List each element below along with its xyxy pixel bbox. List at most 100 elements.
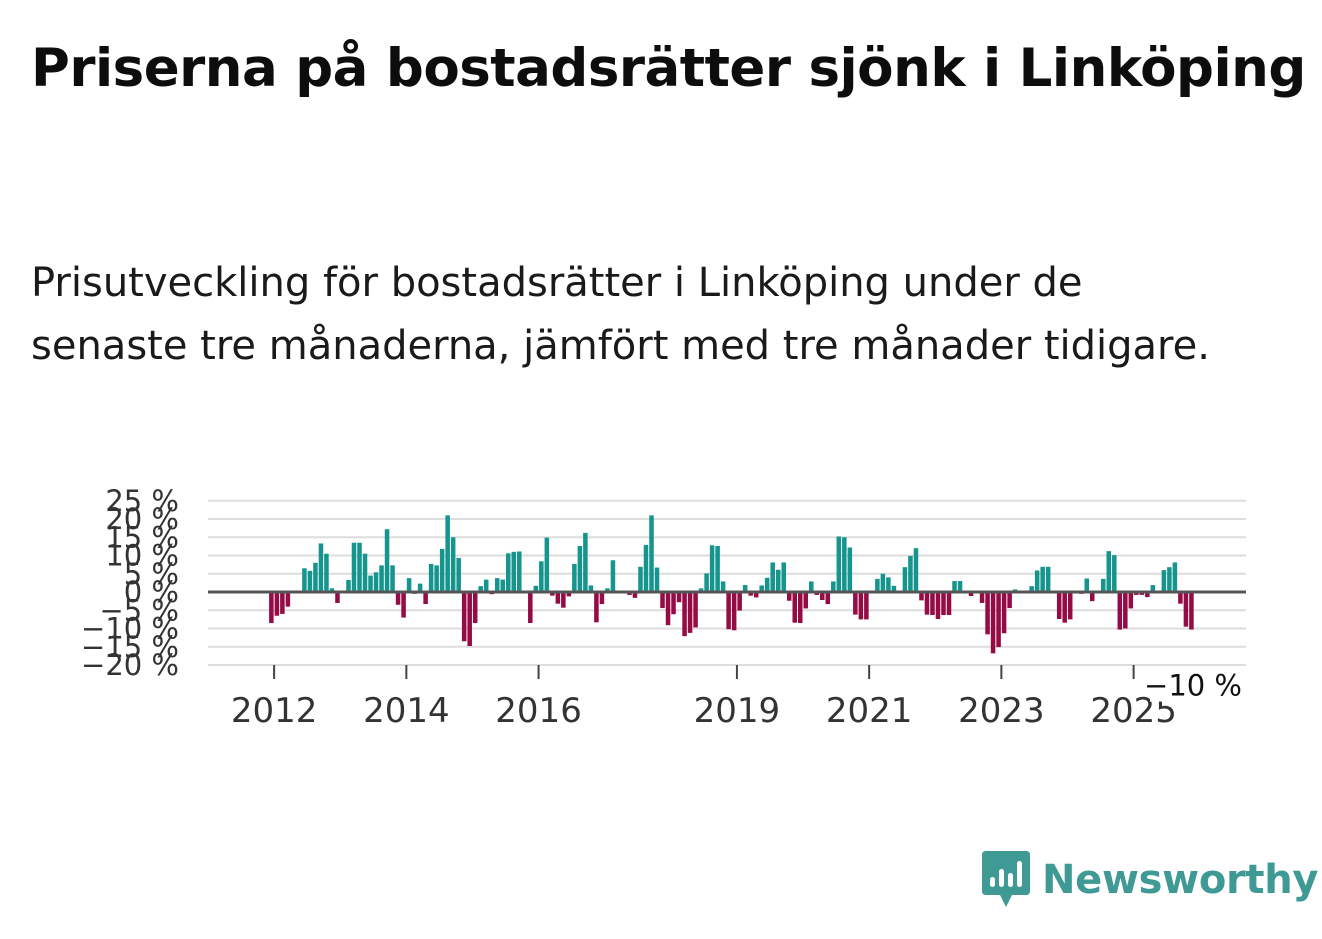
bar <box>935 592 941 620</box>
bar <box>577 546 583 592</box>
y-tick-label: 20 % <box>105 502 179 536</box>
y-tick-label: 10 % <box>105 539 179 573</box>
bar <box>539 561 544 592</box>
bar <box>770 562 775 592</box>
bar <box>1001 592 1007 634</box>
last-value-label-bg <box>1150 667 1244 702</box>
bar <box>687 592 693 633</box>
bar <box>1178 592 1183 604</box>
bar <box>919 592 924 601</box>
y-tick-label: −5 % <box>99 593 179 627</box>
y-tick-label: −10 % <box>81 612 179 646</box>
bar <box>825 592 831 605</box>
bar <box>1161 570 1167 592</box>
bar <box>450 537 456 592</box>
bar <box>406 578 412 592</box>
x-tick-label: 2012 <box>231 691 318 731</box>
bar <box>665 592 671 626</box>
bar <box>528 592 533 624</box>
bar <box>654 567 660 592</box>
bar <box>726 592 731 630</box>
bar <box>313 562 318 592</box>
bar <box>775 569 781 592</box>
y-tick-label: −20 % <box>81 648 179 682</box>
bar <box>742 585 748 592</box>
bar <box>831 581 836 592</box>
bar <box>588 585 594 592</box>
last-value-label-text: −10 % <box>1144 669 1242 703</box>
bar <box>561 592 566 608</box>
bar <box>753 592 759 598</box>
bar <box>379 565 384 592</box>
x-tick-label: 2016 <box>495 691 582 731</box>
bar <box>318 543 324 592</box>
bar <box>786 592 792 601</box>
bar <box>1062 592 1067 623</box>
bar-chart: 25 %20 %15 %10 %5 %0 %−5 %−10 %−15 %−20 … <box>81 484 1246 731</box>
bar <box>395 592 401 605</box>
bar <box>1189 592 1194 630</box>
bar <box>676 592 682 603</box>
bar <box>285 592 291 607</box>
bar <box>1089 592 1095 602</box>
bar <box>638 566 643 592</box>
bar <box>1029 586 1034 592</box>
bar <box>1123 592 1128 629</box>
bar <box>1067 592 1073 620</box>
bar <box>853 592 858 615</box>
bar <box>423 592 428 605</box>
bars <box>269 515 1194 654</box>
bar <box>483 579 489 592</box>
bar <box>759 585 764 592</box>
y-tick-label: 15 % <box>105 520 179 554</box>
bar <box>544 537 550 592</box>
brand-name: Newsworthy <box>1042 857 1319 903</box>
bar <box>643 544 649 592</box>
bar <box>599 592 605 605</box>
bar <box>908 555 913 592</box>
bar <box>1101 578 1106 592</box>
bar <box>384 529 390 592</box>
x-tick-label: 2014 <box>363 691 450 731</box>
y-tick-label: 5 % <box>124 557 179 591</box>
last-value-label: −10 % <box>1144 667 1244 703</box>
bar <box>902 567 908 592</box>
bar <box>274 592 280 616</box>
bar <box>533 585 539 593</box>
bar <box>957 581 963 592</box>
bar <box>946 592 952 615</box>
bar <box>864 592 869 620</box>
bar <box>494 578 500 592</box>
bar <box>467 592 472 647</box>
bar <box>1172 562 1178 592</box>
bar <box>439 548 445 592</box>
chart-title: Priserna på bostadsrätter sjönk i Linköp… <box>31 38 1306 99</box>
bar <box>445 515 450 592</box>
bar <box>610 560 616 592</box>
x-axis: 2012 2014 2016 2019 2021 2023 2025 <box>231 665 1177 731</box>
bar <box>572 563 577 592</box>
bar <box>1056 592 1062 620</box>
bar <box>555 592 561 604</box>
bar <box>500 579 506 592</box>
bar <box>990 592 996 654</box>
bar <box>517 551 522 592</box>
bar <box>478 586 483 592</box>
bar <box>1106 551 1112 592</box>
bar <box>875 578 880 592</box>
bar <box>698 588 704 592</box>
bar <box>605 588 610 592</box>
bar <box>886 577 891 592</box>
newsworthy-logo[interactable]: Newsworthy <box>982 848 1319 912</box>
bar <box>704 573 709 592</box>
bar <box>329 588 335 592</box>
bar <box>797 592 803 624</box>
bar <box>985 592 990 635</box>
bar <box>511 551 517 592</box>
bar <box>434 565 439 592</box>
bar <box>1007 592 1012 609</box>
bar <box>456 558 461 593</box>
bar <box>809 581 814 592</box>
bar <box>731 592 737 631</box>
bar <box>858 592 864 620</box>
